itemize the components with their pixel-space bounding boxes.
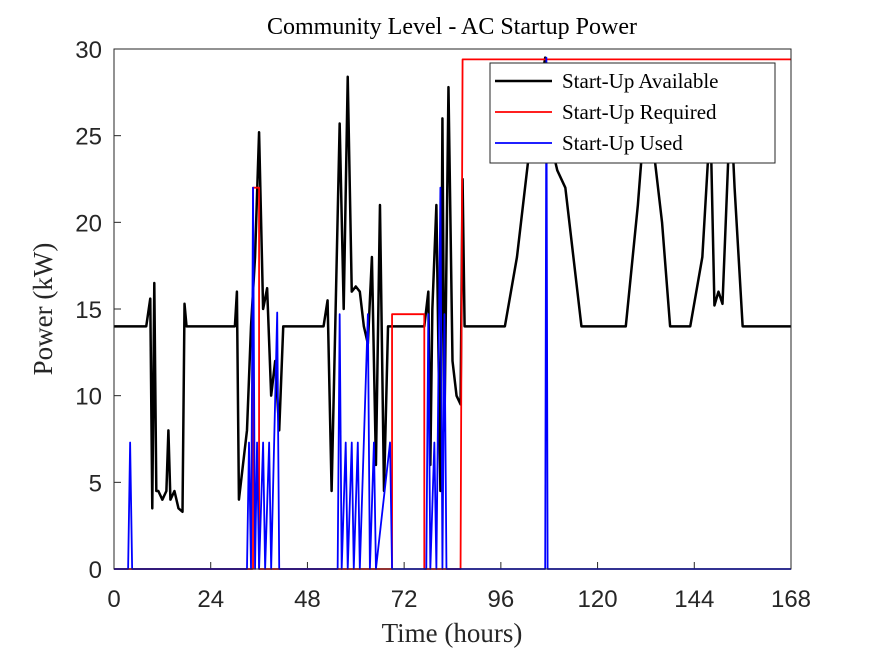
data-line [114,56,791,514]
y-tick-label: 10 [75,384,102,411]
y-tick-label: 25 [75,124,102,151]
y-tick-label: 30 [75,37,102,64]
x-tick-label: 72 [391,586,418,613]
legend-box [489,62,776,164]
x-tick-label: 96 [488,586,515,613]
y-tick-label: 15 [75,297,102,324]
x-tick-label: 168 [771,586,811,613]
axes-frame [113,48,792,570]
data-line [114,56,791,570]
x-tick-label: 24 [197,586,224,613]
y-tick-label: 5 [89,470,102,497]
chart-title: Community Level - AC Startup Power [267,14,637,40]
legend-label: Start-Up Used [562,131,683,155]
x-tick-label: 0 [107,586,120,613]
legend-label: Start-Up Available [562,69,719,93]
x-tick-label: 144 [674,586,714,613]
y-tick-label: 20 [75,210,102,237]
y-axis-label: Power (kW) [28,243,58,376]
x-tick-label: 120 [578,586,618,613]
legend-label: Start-Up Required [562,100,717,124]
y-tick-label: 0 [89,557,102,584]
x-tick-label: 48 [294,586,321,613]
x-axis-label: Time (hours) [382,618,523,648]
